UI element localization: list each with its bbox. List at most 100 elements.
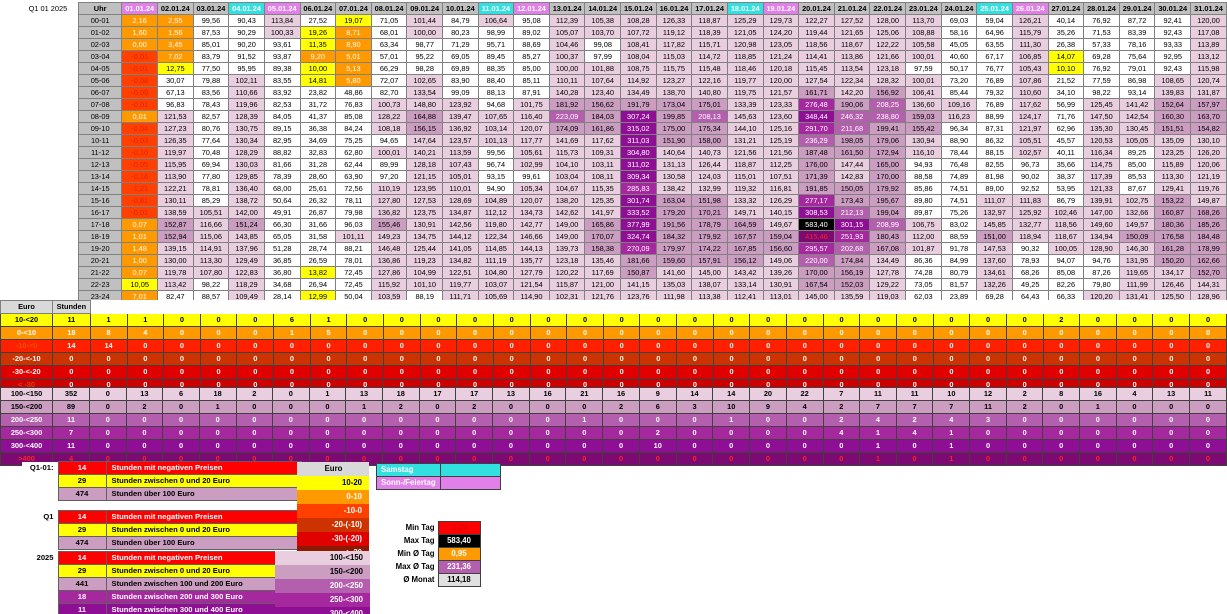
price-cell[interactable]: 208,99 [869, 218, 907, 231]
class-a-cell[interactable]: 0 [932, 313, 971, 327]
price-cell[interactable]: 175,34 [691, 122, 728, 135]
price-cell[interactable]: 121,66 [869, 50, 907, 63]
price-cell[interactable]: 136,92 [442, 122, 479, 135]
price-cell[interactable]: 83,79 [192, 50, 230, 63]
price-cell[interactable]: 115,03 [655, 50, 693, 63]
class-a-cell[interactable]: 0 [89, 365, 128, 379]
price-cell[interactable]: 96,83 [157, 98, 194, 111]
price-cell[interactable]: 119,76 [1190, 182, 1227, 195]
price-cell[interactable]: 84,24 [335, 122, 372, 135]
price-cell[interactable]: 1,56 [157, 26, 194, 39]
price-cell[interactable]: 122,34 [477, 230, 515, 243]
price-cell[interactable]: 140,28 [548, 86, 586, 99]
price-cell[interactable]: 100,00 [548, 62, 586, 75]
price-cell[interactable]: 178,99 [1190, 242, 1227, 255]
price-cell[interactable]: 100,01 [370, 146, 408, 159]
price-cell[interactable]: 129,22 [869, 278, 907, 291]
price-cell[interactable]: 141,97 [584, 206, 622, 219]
price-cell[interactable]: 105,07 [548, 26, 586, 39]
price-cell[interactable]: 118,94 [1011, 230, 1049, 243]
date-column-header[interactable]: 28.01.24 [1083, 2, 1120, 15]
date-column-header[interactable]: 04.01.24 [228, 2, 265, 15]
price-cell[interactable]: 99,61 [513, 170, 550, 183]
price-cell[interactable]: 116,81 [762, 182, 800, 195]
class-a-cell[interactable]: 0 [1005, 365, 1044, 379]
price-cell[interactable]: 128,39 [228, 110, 265, 123]
price-cell[interactable]: 115,45 [798, 62, 835, 75]
price-cell[interactable]: 101,75 [513, 98, 550, 111]
price-cell[interactable]: 110,60 [1011, 86, 1049, 99]
price-cell[interactable]: 223,09 [548, 110, 586, 123]
price-cell[interactable]: 122,16 [691, 74, 728, 87]
price-cell[interactable]: 79,98 [335, 206, 372, 219]
price-cell[interactable]: 93,33 [1154, 38, 1192, 51]
class-a-cell[interactable]: 0 [309, 339, 348, 353]
class-b-cell[interactable]: 16 [528, 387, 567, 401]
price-cell[interactable]: 208,25 [869, 98, 907, 111]
class-a-cell[interactable]: 0 [859, 326, 897, 340]
class-b-cell[interactable]: 0 [345, 426, 383, 440]
class-a-cell[interactable]: 0 [163, 339, 201, 353]
class-b-cell[interactable]: 0 [749, 452, 787, 466]
date-column-header[interactable]: 06.01.24 [299, 2, 337, 15]
class-b-cell[interactable]: 0 [89, 413, 127, 427]
price-cell[interactable]: -0,10 [121, 146, 158, 159]
price-cell[interactable]: 220,00 [798, 254, 835, 267]
class-a-cell[interactable]: 0 [1079, 313, 1117, 327]
price-cell[interactable]: 101,11 [335, 230, 372, 243]
class-b-cell[interactable]: 0 [969, 439, 1007, 453]
price-cell[interactable]: 9,20 [299, 50, 337, 63]
price-cell[interactable]: 123,18 [548, 254, 586, 267]
class-a-cell[interactable]: 0 [529, 365, 568, 379]
class-b-cell[interactable]: 0 [235, 439, 274, 453]
price-cell[interactable]: -0,04 [121, 122, 158, 135]
price-cell[interactable]: 165,00 [869, 158, 907, 171]
class-a-cell[interactable]: 0 [969, 326, 1007, 340]
price-cell[interactable]: 114,91 [192, 242, 230, 255]
class-b-cell[interactable]: 0 [455, 426, 494, 440]
price-cell[interactable]: 109,31 [584, 146, 622, 159]
price-cell[interactable]: 123,57 [442, 134, 479, 147]
price-cell[interactable]: 115,48 [691, 62, 728, 75]
price-cell[interactable]: 142,00 [228, 206, 265, 219]
price-cell[interactable]: 36,80 [263, 266, 301, 279]
price-cell[interactable]: 115,71 [691, 38, 728, 51]
price-cell[interactable]: 125,06 [869, 26, 907, 39]
price-cell[interactable]: 170,07 [584, 230, 622, 243]
price-cell[interactable]: 174,09 [548, 122, 586, 135]
price-cell[interactable]: 251,93 [833, 230, 871, 243]
price-cell[interactable]: 583,40 [798, 218, 835, 231]
hour-row-header[interactable]: 07-08 [77, 98, 123, 111]
price-cell[interactable]: 149,57 [1118, 218, 1156, 231]
price-cell[interactable]: 139,91 [1083, 194, 1120, 207]
class-b-cell[interactable]: 11 [859, 387, 897, 401]
class-a-cell[interactable]: 0 [1152, 339, 1191, 353]
price-cell[interactable]: 415,46 [798, 230, 835, 243]
price-cell[interactable]: 149,06 [762, 254, 800, 267]
class-b-cell[interactable]: 22 [785, 387, 824, 401]
price-cell[interactable]: 78,16 [1118, 38, 1156, 51]
price-cell[interactable]: 105,05 [1118, 134, 1156, 147]
class-b-cell[interactable]: 1 [932, 439, 971, 453]
price-cell[interactable]: 76,77 [976, 62, 1013, 75]
price-cell[interactable]: 291,70 [798, 122, 835, 135]
class-a-cell[interactable]: 0 [1189, 352, 1227, 366]
price-cell[interactable]: 141,69 [548, 134, 586, 147]
price-cell[interactable]: 133,39 [726, 98, 764, 111]
price-cell[interactable]: 76,48 [940, 158, 978, 171]
price-cell[interactable]: 50,17 [940, 62, 978, 75]
class-a-cell[interactable]: 0 [126, 352, 165, 366]
price-cell[interactable]: 135,46 [584, 254, 622, 267]
price-cell[interactable]: 150,20 [1154, 254, 1192, 267]
price-cell[interactable]: 103,70 [584, 26, 622, 39]
price-cell[interactable]: 115,92 [370, 278, 408, 291]
class-b-cell[interactable]: 1 [859, 426, 897, 440]
price-cell[interactable]: 304,80 [620, 146, 657, 159]
price-cell[interactable]: 78,44 [940, 146, 978, 159]
class-a-cell[interactable]: 0 [236, 313, 275, 327]
price-cell[interactable]: 26,94 [299, 278, 337, 291]
class-b-cell[interactable]: 0 [1115, 439, 1154, 453]
hour-row-header[interactable]: 01-02 [77, 26, 123, 39]
class-b-cell[interactable]: 0 [565, 439, 604, 453]
price-cell[interactable]: 91,78 [940, 242, 978, 255]
